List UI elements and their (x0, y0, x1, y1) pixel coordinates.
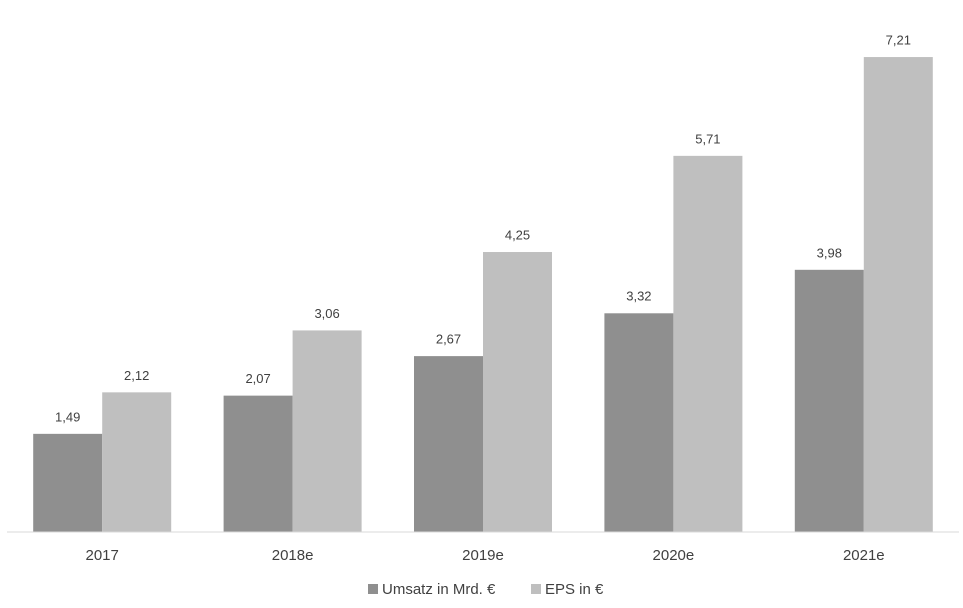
data-label: 3,06 (314, 306, 339, 321)
bar (863, 57, 933, 532)
data-label: 2,12 (124, 368, 149, 383)
data-label: 7,21 (886, 32, 911, 47)
data-label: 2,07 (245, 371, 270, 386)
legend-label: Umsatz in Mrd. € (382, 581, 496, 598)
bar (414, 356, 483, 532)
bar (33, 433, 103, 532)
bar (223, 395, 293, 532)
x-tick-label: 2017 (86, 547, 119, 564)
bar (292, 330, 362, 532)
x-tick-label: 2020e (653, 547, 695, 564)
data-label: 3,98 (817, 245, 842, 260)
legend-swatch (368, 584, 378, 594)
data-label: 4,25 (505, 227, 530, 242)
x-tick-label: 2018e (272, 547, 314, 564)
data-label: 2,67 (436, 332, 461, 347)
bar (673, 155, 743, 532)
bar (102, 392, 172, 532)
data-label: 3,32 (626, 289, 651, 304)
bar (483, 252, 552, 532)
x-tick-label: 2021e (843, 547, 885, 564)
data-label: 5,71 (695, 131, 720, 146)
x-tick-label: 2019e (462, 547, 504, 564)
bar (604, 313, 674, 532)
data-label: 1,49 (55, 409, 80, 424)
legend-label: EPS in € (545, 581, 604, 598)
bar (794, 269, 864, 532)
legend-swatch (531, 584, 541, 594)
